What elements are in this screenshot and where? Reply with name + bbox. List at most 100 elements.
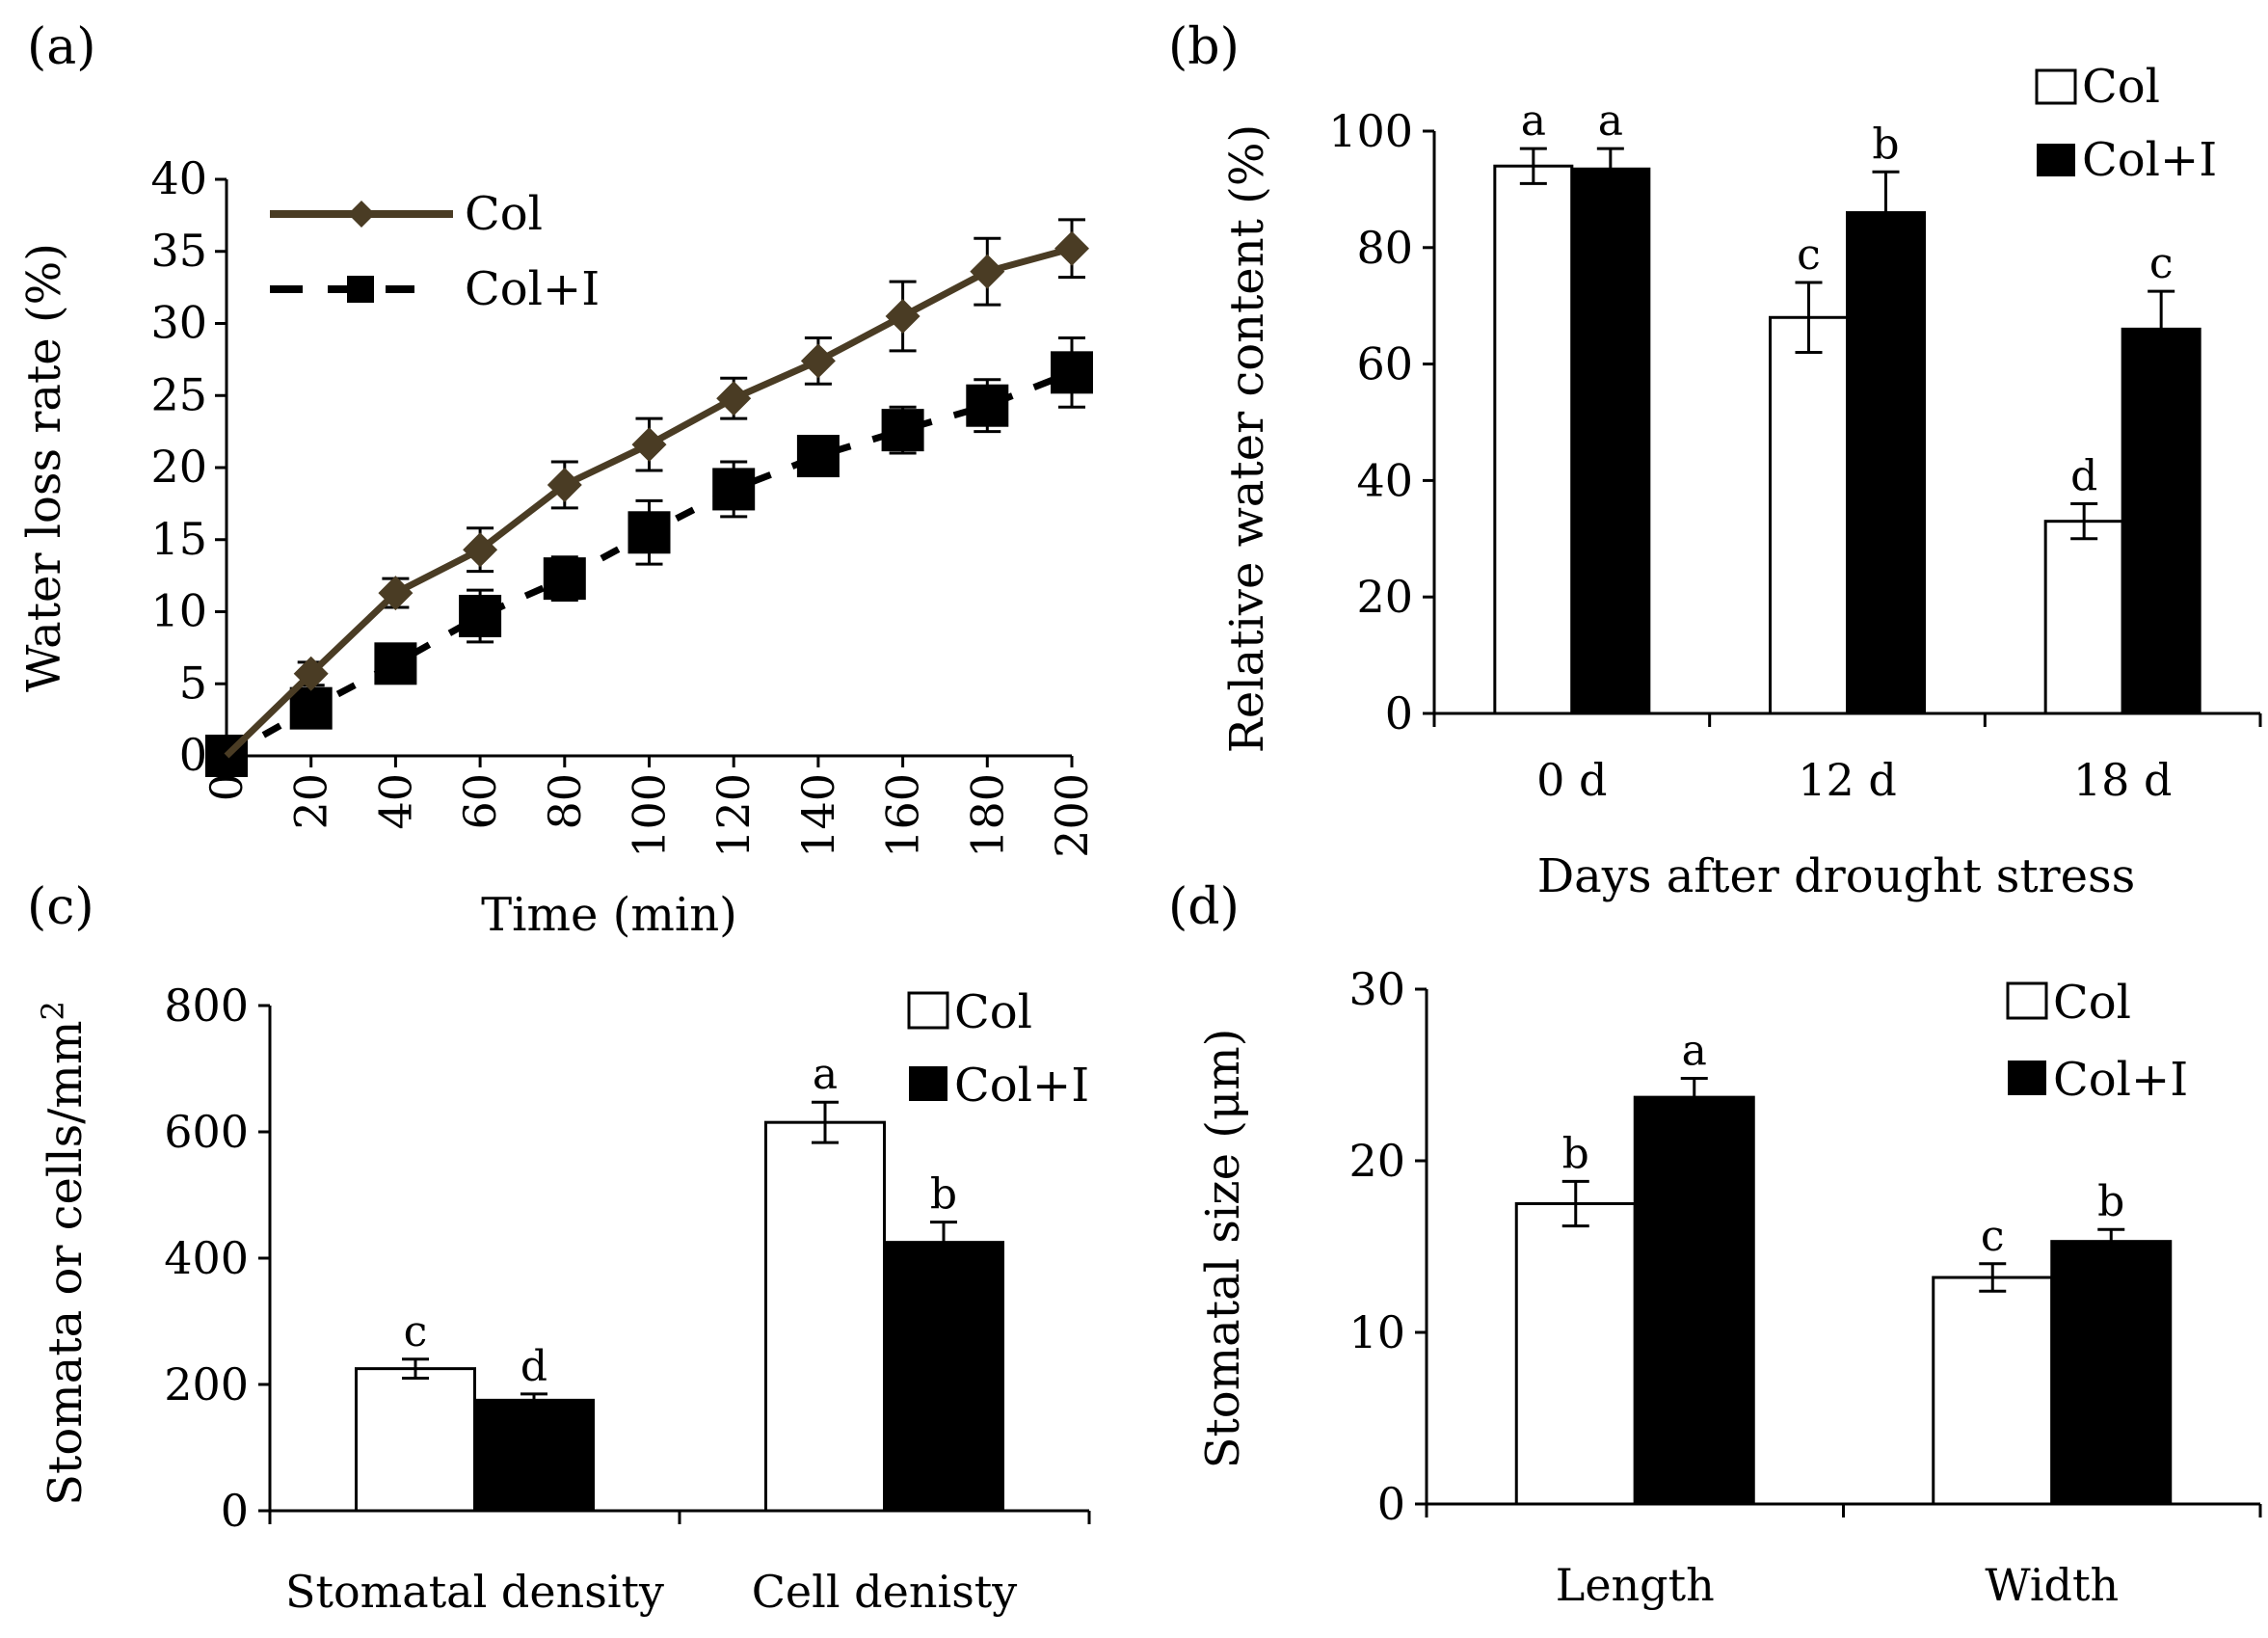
a-x-tick-label: 0 [200,773,253,801]
bar-coli [1633,1095,1755,1506]
a-y-tick-label: 35 [150,225,207,277]
a-y-tick-label: 25 [150,368,207,420]
x-category-label: Stomatal density [285,1566,664,1618]
panel-a-y-axis-title: Water loss rate (%) [17,243,71,692]
significance-letter: c [2149,239,2174,288]
a-y-tick-label: 30 [150,297,207,349]
panel-d-bars: b a c b [1514,1027,2173,1506]
bar-coli [883,1241,1004,1513]
legend-b-coli-label: Col+I [2082,133,2217,187]
y-tick-label: 400 [164,1232,249,1284]
significance-letter: b [930,1170,957,1220]
significance-letter: c [404,1307,428,1356]
significance-letter: b [1562,1129,1589,1178]
a-x-tick-label: 80 [539,773,591,830]
y-tick-label: 800 [164,980,249,1032]
panel-c-axes: 0 200 400 600 800 Stomatal density Cell denist… [164,980,1091,1618]
y-tick-label: 0 [1385,687,1413,739]
a-x-tick-label: 100 [624,773,676,858]
panel-b-label: (b) [1168,18,1240,76]
bar-col [1932,1275,2054,1506]
panel-a-line-chart: (a) 0 5 10 15 20 25 30 35 40 0 20 40 60 80 100 120 140 16… [17,18,1098,942]
legend-d-coli-label: Col+I [2053,1053,2188,1107]
y-tick-label: 10 [1348,1306,1405,1358]
a-coli-point [796,435,840,478]
panel-b-bar-chart: (b) 0 20 40 60 80 100 0 d 12 d 18 d a a c b d c Relat… [1168,18,2262,903]
panel-b-bars: a a c b d c [1493,96,2201,715]
significance-letter: c [1797,230,1821,280]
legend-b-col-swatch [2035,68,2077,105]
legend-a-coli-marker [347,276,374,303]
a-y-tick-label: 20 [150,441,207,493]
x-category-label: Width [1985,1559,2119,1611]
a-y-tick-label: 10 [150,585,207,637]
panel-c-legend: Col Col+I [907,985,1089,1113]
panel-a-x-axis-title: Time (min) [481,888,737,942]
legend-a-col-label: Col [465,187,543,241]
y-tick-label: 60 [1356,338,1413,390]
a-x-tick-label: 120 [707,773,760,858]
legend-d-coli-swatch [2008,1061,2046,1095]
bar-col [1514,1202,1637,1506]
a-col-point [800,343,836,379]
a-col-point [547,467,582,502]
y-tick-label: 600 [164,1106,249,1158]
panel-b-x-axis-title: Days after drought stress [1537,849,2136,903]
y-tick-label: 20 [1348,1135,1405,1187]
significance-letter: c [1981,1212,2005,1261]
panel-b-y-axis-title: Relative water content (%) [1220,124,1274,753]
a-coli-point [966,384,1009,427]
legend-d-col-swatch [2006,981,2048,1020]
a-coli-point [374,642,417,685]
bar-col [355,1367,476,1513]
legend-b-coli-swatch [2037,144,2075,176]
legend-a-col-marker [348,201,375,228]
a-y-tick-label: 15 [150,513,207,565]
panel-d-legend: Col Col+I [2006,976,2188,1107]
significance-letter: b [2097,1177,2124,1226]
y-tick-label: 0 [1377,1478,1405,1530]
significance-letter: a [1521,96,1546,146]
a-col-point [716,381,752,416]
bar-col [2043,520,2124,715]
panel-a-legend: Col Col+I [270,187,600,316]
panel-a-series [205,230,1093,777]
y-tick-label: 30 [1348,963,1405,1015]
panel-a-label: (a) [27,18,96,76]
x-category-label: Length [1556,1559,1715,1611]
y-tick-label: 200 [164,1358,249,1410]
significance-letter: a [813,1050,838,1099]
a-col-point [885,299,921,335]
x-category-label: 0 d [1536,754,1607,806]
legend-b-col-label: Col [2082,60,2160,114]
panel-c-label: (c) [27,878,94,936]
a-col-point [463,532,498,568]
significance-letter: d [520,1342,547,1391]
x-category-label: Cell denisty [752,1566,1018,1618]
panel-d-axes: 0 10 20 30 Length Width [1348,963,2262,1611]
legend-c-col-label: Col [954,985,1032,1039]
a-y-tick-label: 0 [179,729,207,781]
a-coli-point [1051,351,1093,394]
a-x-tick-label: 200 [1046,773,1098,858]
a-coli-point [627,511,671,554]
bar-coli [1570,167,1651,715]
legend-c-coli-label: Col+I [954,1059,1089,1113]
bar-col [764,1120,886,1513]
bar-col [1769,315,1849,715]
legend-a-coli-label: Col+I [465,262,600,316]
a-x-tick-label: 140 [792,773,844,858]
a-col-point [1054,230,1089,266]
a-col-point [293,656,329,691]
panel-b-axes: 0 20 40 60 80 100 0 d 12 d 18 d [1328,105,2262,806]
panel-d-bar-chart: (d) 0 10 20 30 Length Width b a c b Stomatal siz… [1168,878,2262,1611]
panel-d-label: (d) [1168,878,1240,936]
x-category-label: 18 d [2073,754,2173,806]
a-y-tick-label: 40 [150,152,207,204]
bar-col [1493,164,1574,715]
panel-d-y-axis-title: Stomatal size (μm) [1196,1029,1250,1469]
significance-letter: d [2070,452,2097,501]
bar-coli [1846,211,1926,715]
panel-b-legend: Col Col+I [2035,60,2217,187]
